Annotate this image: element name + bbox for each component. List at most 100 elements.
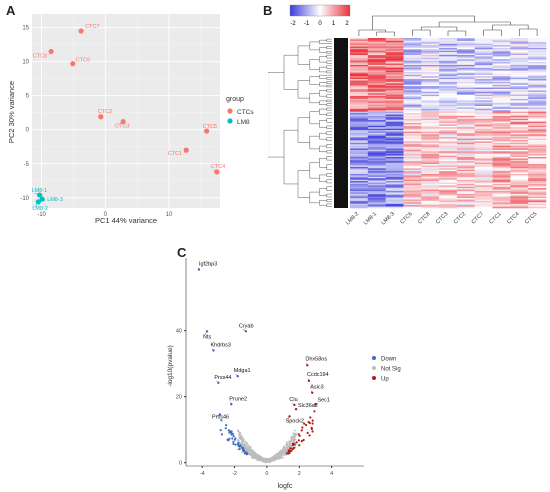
heatmap-cell	[456, 63, 476, 66]
heatmap-cell	[474, 87, 493, 90]
volcano-point-notsig	[237, 430, 240, 433]
heatmap-cell	[350, 100, 369, 103]
heatmap-cell	[439, 164, 458, 166]
volcano-point-notsig	[291, 438, 293, 440]
heatmap-cell	[528, 202, 547, 205]
color-key-bar	[289, 4, 351, 17]
heatmap-cell	[439, 155, 458, 158]
heatmap-cell	[385, 147, 404, 149]
heatmap-cell	[367, 195, 386, 197]
volcano-label-leader	[215, 414, 221, 417]
heatmap-cell	[528, 107, 547, 110]
heatmap-cell	[385, 110, 404, 112]
heatmap-cell	[528, 203, 547, 206]
heatmap-cell	[403, 117, 422, 120]
heatmap-cell	[421, 127, 440, 129]
volcano-label-leader	[235, 374, 238, 377]
heatmap-cell	[350, 53, 369, 56]
heatmap-cell	[492, 174, 511, 176]
heatmap-cell	[421, 189, 440, 192]
heatmap-cell	[439, 53, 458, 56]
heatmap-cell	[510, 182, 529, 185]
volcano-legend-swatch-notsig	[372, 366, 376, 370]
heatmap-cell	[474, 97, 493, 100]
volcano-point-notsig	[249, 453, 252, 456]
heatmap-cell	[510, 77, 529, 80]
heatmap-cell	[474, 147, 493, 149]
heatmap-cell	[456, 84, 476, 87]
heatmap-cell	[528, 93, 547, 95]
heatmap-cell	[367, 57, 386, 60]
heatmap-cell	[510, 145, 529, 148]
heatmap-cell	[510, 98, 529, 101]
heatmap-cell	[439, 81, 458, 84]
heatmap-cell	[403, 97, 422, 100]
heatmap-cell	[528, 158, 547, 161]
volcano-point-up	[311, 430, 314, 433]
heatmap-cell	[385, 106, 404, 108]
heatmap-cell	[350, 104, 369, 107]
heatmap-cell	[350, 157, 369, 159]
heatmap-cell	[492, 76, 511, 78]
heatmap-cell	[510, 56, 529, 59]
heatmap-cell	[474, 42, 493, 44]
heatmap-cell	[439, 98, 458, 101]
heatmap-cell	[367, 148, 386, 151]
heatmap-cell	[439, 60, 458, 63]
heatmap-cell	[421, 121, 440, 124]
heatmap-cell	[439, 45, 458, 47]
heatmap-cell	[456, 79, 476, 81]
volcano-point-notsig	[283, 449, 286, 452]
heatmap-cell	[385, 125, 404, 128]
heatmap-cell	[385, 171, 404, 173]
heatmap-cell	[421, 69, 440, 71]
heatmap-cell	[528, 155, 547, 158]
heatmap-cell	[528, 205, 547, 207]
heatmap-cell	[492, 134, 511, 137]
heatmap-cell	[421, 114, 440, 117]
heatmap-cell	[403, 159, 422, 162]
volcano-legend-label-up: Up	[381, 377, 389, 383]
heatmap-cell	[456, 57, 476, 60]
heatmap-cell	[403, 40, 422, 43]
heatmap-cell	[350, 49, 369, 52]
heatmap-cell	[492, 98, 511, 101]
heatmap-cell	[439, 166, 458, 169]
heatmap-cell	[492, 171, 511, 173]
heatmap-cell	[367, 111, 386, 114]
volcano-point-labeled	[311, 391, 314, 394]
heatmap-cell	[421, 161, 440, 163]
heatmap-cell	[439, 56, 458, 59]
heatmap-cell	[492, 159, 511, 162]
heatmap-cell	[421, 89, 440, 91]
heatmap-cell	[510, 117, 529, 120]
heatmap-cell	[510, 162, 529, 165]
heatmap-cell	[403, 154, 422, 156]
heatmap-cell	[456, 46, 476, 49]
heatmap-cell	[350, 40, 369, 43]
volcano-point-down	[234, 443, 237, 446]
heatmap-cell	[510, 50, 529, 53]
heatmap-cell	[528, 97, 547, 100]
heatmap-cell	[403, 131, 422, 134]
heatmap-cell	[456, 110, 476, 112]
heatmap-cell	[439, 192, 458, 195]
heatmap-cell	[456, 193, 476, 196]
heatmap-cell	[367, 72, 386, 74]
heatmap-cell	[510, 165, 529, 168]
heatmap-cell	[492, 144, 511, 146]
heatmap-cell	[439, 202, 458, 205]
heatmap-cell	[456, 162, 476, 165]
pca-point-label: CTC4	[211, 164, 225, 170]
heatmap-cell	[439, 89, 458, 91]
heatmap-cell	[456, 97, 476, 100]
heatmap-cell	[492, 77, 511, 80]
heatmap-cell	[350, 117, 369, 120]
heatmap-cell	[510, 199, 529, 202]
heatmap-cell	[403, 183, 422, 186]
heatmap-cell	[350, 123, 369, 125]
heatmap-cell	[439, 125, 458, 128]
heatmap-cell	[350, 83, 369, 86]
heatmap-cell	[456, 140, 476, 142]
heatmap-cell	[350, 135, 369, 138]
